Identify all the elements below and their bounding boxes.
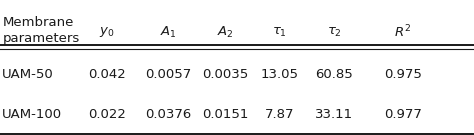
Text: 0.0151: 0.0151 <box>202 108 248 121</box>
Text: 0.0057: 0.0057 <box>145 68 191 81</box>
Text: $R^2$: $R^2$ <box>394 24 411 41</box>
Text: 0.975: 0.975 <box>384 68 422 81</box>
Text: $\it{A}_1$: $\it{A}_1$ <box>160 25 177 40</box>
Text: 0.0376: 0.0376 <box>145 108 191 121</box>
Text: 0.0035: 0.0035 <box>202 68 248 81</box>
Text: 0.042: 0.042 <box>88 68 126 81</box>
Text: 0.022: 0.022 <box>88 108 126 121</box>
Text: 33.11: 33.11 <box>315 108 353 121</box>
Text: Membrane
parameters: Membrane parameters <box>2 16 80 45</box>
Text: UAM-100: UAM-100 <box>2 108 63 121</box>
Text: 13.05: 13.05 <box>261 68 299 81</box>
Text: 7.87: 7.87 <box>265 108 294 121</box>
Text: $\it{A}_2$: $\it{A}_2$ <box>217 25 234 40</box>
Text: UAM-50: UAM-50 <box>2 68 54 81</box>
Text: $\tau_1$: $\tau_1$ <box>272 26 287 39</box>
Text: $\tau_2$: $\tau_2$ <box>327 26 342 39</box>
Text: $\it{y}_0$: $\it{y}_0$ <box>99 25 114 39</box>
Text: 0.977: 0.977 <box>384 108 422 121</box>
Text: 60.85: 60.85 <box>315 68 353 81</box>
